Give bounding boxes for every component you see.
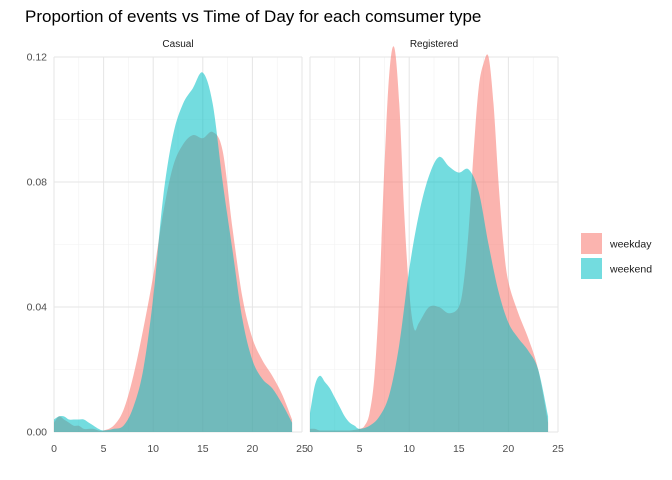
y-tick-label: 0.08	[27, 177, 48, 189]
legend-item-weekend: weekend	[581, 258, 652, 279]
x-tick-label: 0	[307, 443, 313, 455]
legend-label: weekday	[609, 239, 652, 251]
chart-title: Proportion of events vs Time of Day for …	[25, 7, 481, 26]
x-tick-label: 20	[247, 443, 259, 455]
x-tick-label: 25	[296, 443, 308, 455]
y-tick-label: 0.12	[27, 52, 48, 64]
x-tick-label: 5	[357, 443, 363, 455]
panels: Casual 0 5 10 15 20 25 0.00 0.04 0.08 0.12 Register…	[27, 39, 564, 455]
x-tick-label: 20	[503, 443, 515, 455]
x-tick-label: 25	[552, 443, 564, 455]
legend-label: weekend	[609, 264, 652, 276]
x-tick-label: 5	[101, 443, 107, 455]
y-tick-label: 0.04	[27, 302, 48, 314]
panel-casual: Casual 0 5 10 15 20 25 0.00 0.04 0.08 0.12	[27, 39, 308, 455]
legend-item-weekday: weekday	[581, 233, 652, 254]
panel-registered: Registered 0 5 10 15 20 25	[307, 39, 564, 455]
y-tick-label: 0.00	[27, 427, 48, 439]
x-tick-label: 15	[453, 443, 465, 455]
density-area-casual-weekend	[54, 72, 293, 432]
panel-strip-label: Casual	[162, 39, 193, 50]
legend: weekday weekend	[581, 233, 652, 279]
x-tick-label: 10	[147, 443, 159, 455]
density-area-registered-weekend	[310, 156, 549, 432]
x-tick-label: 0	[51, 443, 57, 455]
legend-swatch	[581, 258, 602, 279]
x-tick-label: 10	[403, 443, 415, 455]
panel-strip-label: Registered	[410, 39, 458, 50]
legend-swatch	[581, 233, 602, 254]
x-tick-label: 15	[197, 443, 209, 455]
